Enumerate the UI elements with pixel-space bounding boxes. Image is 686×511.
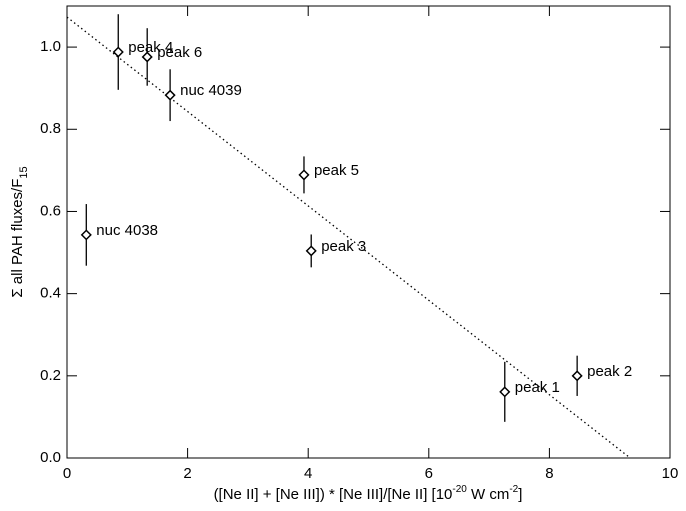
y-tick-label: 1.0 bbox=[40, 38, 61, 55]
point bbox=[164, 89, 176, 101]
y-tick-label: 0.6 bbox=[40, 202, 61, 219]
point-label: nuc 4038 bbox=[96, 222, 158, 239]
point bbox=[499, 386, 511, 398]
y-axis-label: Σ all PAH fluxes/F15 bbox=[9, 166, 30, 297]
x-tick-label: 0 bbox=[63, 465, 71, 482]
point bbox=[141, 51, 153, 63]
point-label: peak 4 bbox=[128, 39, 173, 56]
x-label-text: ([Ne II] + [Ne III]) * [Ne III]/[Ne II] … bbox=[214, 486, 453, 503]
x-tick-label: 6 bbox=[425, 465, 433, 482]
y-tick-label: 0.8 bbox=[40, 120, 61, 137]
x-label-text: W cm bbox=[467, 486, 510, 503]
x-label-sup: -20 bbox=[452, 484, 467, 495]
point bbox=[305, 245, 317, 257]
y-tick-label: 0.2 bbox=[40, 367, 61, 384]
point-label: peak 3 bbox=[321, 238, 366, 255]
point bbox=[80, 229, 92, 241]
point bbox=[112, 46, 124, 58]
x-tick-label: 8 bbox=[545, 465, 553, 482]
x-tick-label: 4 bbox=[304, 465, 312, 482]
point bbox=[298, 169, 310, 181]
y-tick-label: 0.0 bbox=[40, 449, 61, 466]
point bbox=[571, 370, 583, 382]
y-label-sub: 15 bbox=[18, 166, 30, 178]
y-label-text: Σ all PAH fluxes/F bbox=[9, 179, 26, 298]
plot-frame bbox=[66, 5, 671, 459]
x-label-sup: -2 bbox=[509, 484, 518, 495]
y-tick-label: 0.4 bbox=[40, 285, 61, 302]
x-tick-label: 10 bbox=[662, 465, 679, 482]
point-label: peak 5 bbox=[314, 162, 359, 179]
point-label: nuc 4039 bbox=[180, 82, 242, 99]
x-axis-label: ([Ne II] + [Ne III]) * [Ne III]/[Ne II] … bbox=[214, 484, 523, 503]
x-label-text: ] bbox=[518, 486, 522, 503]
point-label: peak 1 bbox=[515, 379, 560, 396]
x-tick-label: 2 bbox=[183, 465, 191, 482]
point-label: peak 2 bbox=[587, 363, 632, 380]
point-label: peak 6 bbox=[157, 44, 202, 61]
